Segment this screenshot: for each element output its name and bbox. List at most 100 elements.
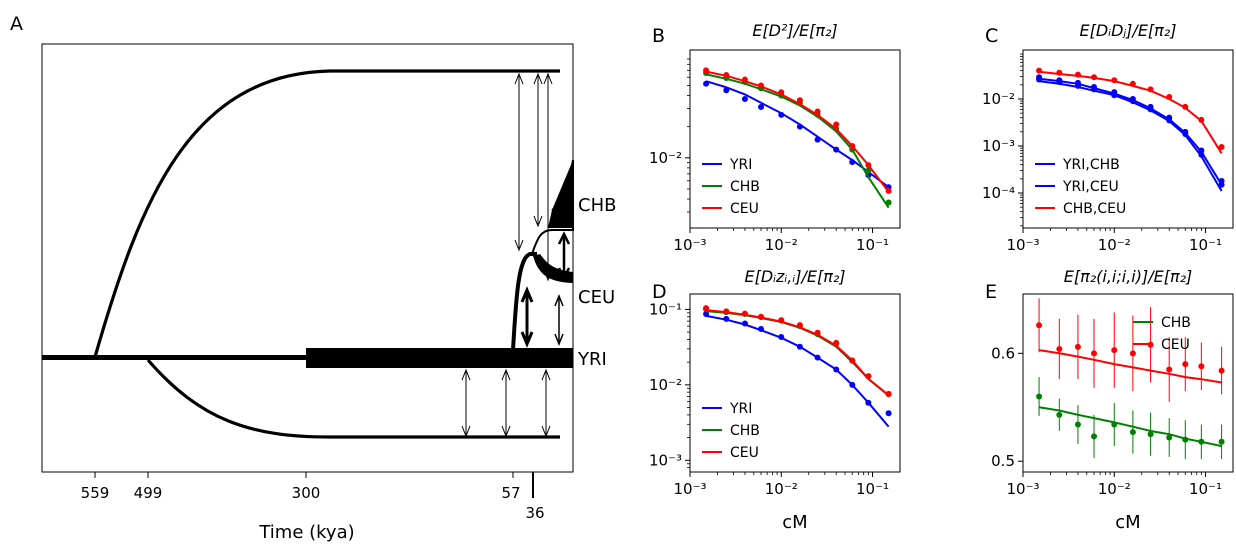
x-tick-label: 10⁻¹	[1189, 480, 1222, 498]
data-point	[1111, 347, 1118, 354]
x-tick-label: 10⁻²	[1098, 480, 1131, 498]
data-point	[833, 146, 840, 153]
data-point	[1166, 94, 1173, 101]
data-point	[778, 89, 785, 96]
legend-label: CEU	[1161, 337, 1190, 353]
legend-label: YRI	[729, 401, 752, 417]
data-point	[723, 87, 730, 94]
legend-label: YRI,CEU	[1062, 179, 1119, 195]
legend-label: CHB	[730, 179, 760, 195]
data-point	[1129, 350, 1136, 357]
panel-d: D E[Dᵢzᵢ,ᵢ]/E[π₂] 10⁻³ 10⁻² 10⁻¹ 10⁻³ 10⁻² 10⁻¹…	[649, 267, 901, 533]
legend-label: YRI,CHB	[1062, 157, 1120, 173]
data-point	[885, 390, 892, 397]
panel-e: E E[π₂(i,i;i,i)]/E[π₂] 10⁻³ 10⁻² 10⁻¹ 0.5 0.6 c…	[985, 267, 1234, 533]
y-tick-label: 10⁻¹	[649, 300, 682, 318]
data-point	[796, 343, 803, 350]
data-point	[1111, 89, 1118, 96]
data-point	[741, 95, 748, 102]
data-point	[849, 143, 856, 150]
data-point	[741, 320, 748, 327]
data-point	[1074, 79, 1081, 86]
plot-frame	[689, 49, 901, 229]
data-point	[1091, 83, 1098, 90]
x-tick-label: 10⁻²	[1098, 236, 1131, 254]
data-point	[778, 111, 785, 118]
x-axis-label: cM	[1115, 512, 1140, 533]
data-point	[1166, 434, 1173, 441]
legend-label: CEU	[730, 445, 759, 461]
panel-a-xlabel: Time (kya)	[258, 522, 354, 543]
panels-b-to-e: B E[D²]/E[π₂] 10⁻³ 10⁻² 10⁻¹ 10⁻² YRI CHB CEU C E[…	[649, 21, 1234, 533]
series-line-chb	[1038, 406, 1222, 448]
data-point	[778, 334, 785, 341]
data-point	[1147, 431, 1154, 438]
root-population	[42, 355, 306, 360]
data-point	[1036, 393, 1043, 400]
data-point	[1147, 103, 1154, 110]
data-point	[1198, 116, 1205, 123]
data-point	[796, 97, 803, 104]
x-tick-label: 10⁻²	[765, 236, 798, 254]
label-yri: YRI	[577, 349, 607, 370]
panel-letter: D	[652, 281, 667, 303]
panel-a: A	[10, 13, 616, 543]
data-point	[833, 339, 840, 346]
plot-frame	[1022, 49, 1234, 229]
data-point	[1129, 429, 1136, 436]
y-tick-label: 10⁻⁴	[982, 184, 1015, 202]
panel-letter: B	[652, 25, 665, 47]
data-point	[1182, 436, 1189, 443]
data-point	[723, 315, 730, 322]
y-tick-label: 10⁻³	[982, 137, 1015, 155]
panel-c: C E[DᵢDⱼ]/E[π₂] 10⁻³ 10⁻² 10⁻¹ 10⁻⁴ 10⁻³ 10⁻² YR…	[982, 21, 1234, 254]
label-chb: CHB	[578, 195, 616, 216]
data-point	[865, 167, 872, 174]
data-point	[1111, 77, 1118, 84]
y-tick-label: 10⁻²	[649, 376, 682, 394]
data-point	[814, 354, 821, 361]
data-point	[758, 82, 765, 89]
y-tick-label: 10⁻³	[649, 451, 682, 469]
data-point	[814, 329, 821, 336]
migration-yri-ceu	[554, 293, 564, 347]
plot-frame	[1022, 293, 1234, 473]
y-tick-label: 0.6	[991, 344, 1015, 362]
data-point	[703, 80, 710, 87]
data-point	[1074, 421, 1081, 428]
data-point	[703, 305, 710, 312]
data-point	[741, 76, 748, 83]
data-point	[1036, 322, 1043, 329]
series-line-ceu	[706, 309, 890, 396]
data-point	[865, 373, 872, 380]
panel-a-letter: A	[10, 13, 23, 35]
data-point	[1056, 411, 1063, 418]
chart-title: E[D²]/E[π₂]	[752, 21, 837, 40]
x-tick-label: 10⁻³	[673, 480, 706, 498]
data-point	[778, 317, 785, 324]
time-axis-ticks	[94, 472, 534, 498]
data-point	[723, 72, 730, 79]
data-point	[1091, 74, 1098, 81]
x-tick-label: 10⁻¹	[856, 236, 889, 254]
x-tick-label: 10⁻¹	[1189, 236, 1222, 254]
data-point	[1166, 114, 1173, 121]
migration-arrows-lower	[461, 368, 551, 438]
panel-letter: E	[985, 281, 997, 303]
ooa-branch	[511, 252, 537, 351]
data-point	[1182, 128, 1189, 135]
data-point	[703, 310, 710, 317]
data-point	[1166, 366, 1173, 373]
data-point	[885, 199, 892, 206]
panel-letter: C	[985, 25, 998, 47]
legend-label: CEU	[730, 201, 759, 217]
series-line-ceu	[705, 70, 890, 193]
legend-label: YRI	[729, 157, 752, 173]
plot-frame	[689, 293, 901, 473]
data-point	[796, 322, 803, 329]
data-point	[1218, 177, 1225, 184]
tick-559: 559	[81, 484, 110, 502]
x-tick-label: 10⁻³	[1006, 236, 1039, 254]
migration-yri-ooa	[520, 286, 534, 348]
